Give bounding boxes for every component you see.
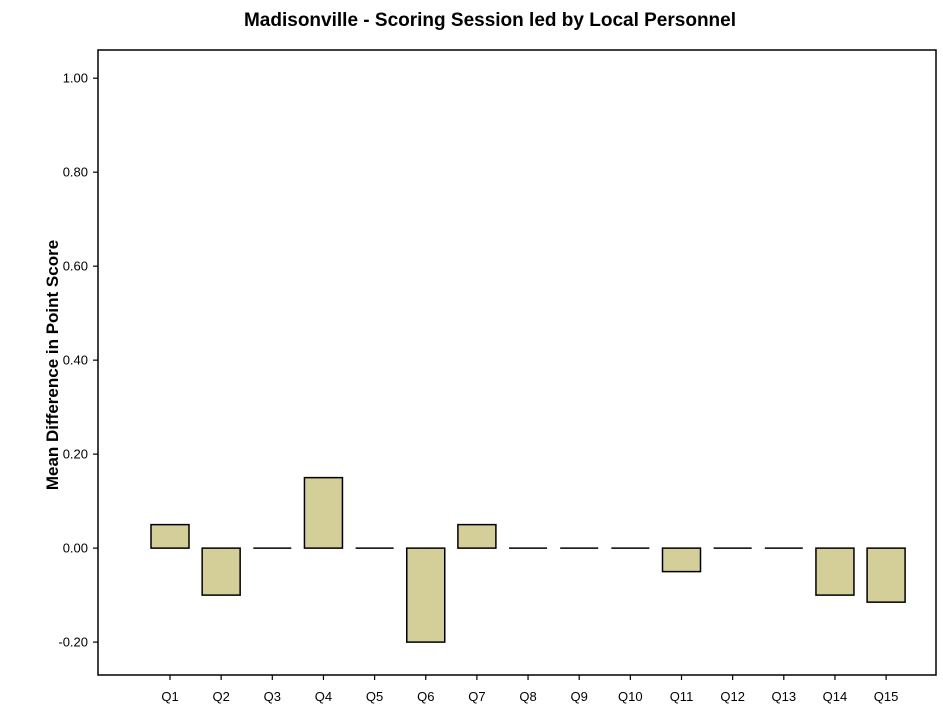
bars <box>150 476 906 643</box>
x-axis-ticks: Q1 Q2 Q3 Q4 Q5 Q6 Q7 Q8 Q9 Q10 Q11 Q12 Q13 Q14 Q15 <box>161 675 898 704</box>
x-tick-label: Q9 <box>571 689 588 704</box>
x-tick-label: Q13 <box>772 689 797 704</box>
x-tick-label: Q6 <box>417 689 434 704</box>
x-tick-label: Q12 <box>720 689 745 704</box>
bar-q6 <box>406 547 446 643</box>
y-tick-label: 0.60 <box>63 259 88 274</box>
y-axis-ticks: -0.20 0.00 0.20 0.40 0.60 0.80 1.00 <box>58 71 98 650</box>
bar-q7 <box>457 523 497 549</box>
bar-q2 <box>201 547 241 596</box>
y-tick-label: 0.20 <box>63 447 88 462</box>
bar-q1 <box>150 523 190 549</box>
x-tick-label: Q11 <box>670 689 694 704</box>
x-tick-label: Q8 <box>519 689 536 704</box>
x-tick-label: Q15 <box>874 689 899 704</box>
bar-q11 <box>661 547 702 573</box>
y-tick-label: 0.40 <box>63 353 88 368</box>
x-tick-label: Q1 <box>161 689 178 704</box>
x-tick-label: Q2 <box>212 689 229 704</box>
y-tick-label: 0.00 <box>63 541 88 556</box>
x-tick-label: Q14 <box>823 689 848 704</box>
y-axis-label: Mean Difference in Point Score <box>43 240 62 490</box>
bar-q4 <box>303 476 344 549</box>
plot-area-frame <box>97 49 937 676</box>
y-tick-label: -0.20 <box>58 635 88 650</box>
bar-q14 <box>815 547 855 596</box>
x-tick-label: Q5 <box>366 689 383 704</box>
x-tick-label: Q7 <box>468 689 485 704</box>
y-tick-label: 0.80 <box>63 165 88 180</box>
x-tick-label: Q3 <box>264 689 281 704</box>
y-tick-label: 1.00 <box>63 71 88 86</box>
x-tick-label: Q4 <box>315 689 332 704</box>
x-tick-label: Q10 <box>618 689 643 704</box>
bar-q15 <box>866 547 906 603</box>
chart-title: Madisonville - Scoring Session led by Lo… <box>244 10 736 31</box>
